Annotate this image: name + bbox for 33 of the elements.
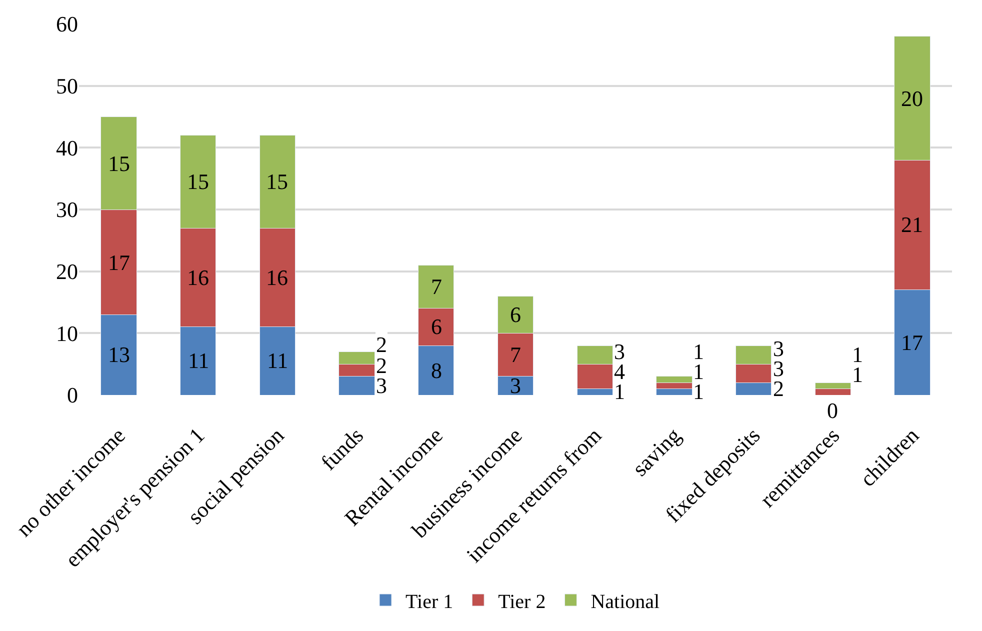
data-label: 3 [773,336,784,361]
data-label: 15 [266,169,288,194]
data-label: 6 [431,314,442,339]
data-label: 2 [376,353,387,378]
legend-label: National [590,590,660,613]
data-label: 11 [188,348,210,373]
data-label: 11 [267,348,288,373]
data-label: 16 [187,265,209,290]
y-tick-label: 10 [56,320,78,346]
data-label: 2 [376,332,387,357]
data-label: 13 [108,342,130,367]
y-tick-label: 50 [56,74,78,99]
data-label: 3 [773,356,784,381]
data-label: 15 [108,151,130,176]
data-label: 7 [510,342,521,367]
data-label: 21 [901,212,923,237]
legend-label: Tier 2 [498,590,546,613]
y-tick-label: 30 [56,197,78,222]
y-tick-label: 0 [67,382,78,408]
y-tick-label: 40 [56,135,78,160]
data-label: 20 [901,86,923,111]
data-label: 15 [187,169,209,194]
y-tick-label: 60 [56,12,78,37]
data-label: 17 [901,330,923,355]
data-label: 3 [510,373,521,398]
data-label: 7 [431,274,442,299]
data-label: 16 [266,265,288,290]
y-tick-label: 20 [56,259,78,284]
data-label: 6 [510,302,521,327]
legend-label: Tier 1 [406,590,454,613]
data-label: 17 [108,250,130,275]
data-label: 8 [431,358,442,383]
data-label: 0 [827,398,838,423]
